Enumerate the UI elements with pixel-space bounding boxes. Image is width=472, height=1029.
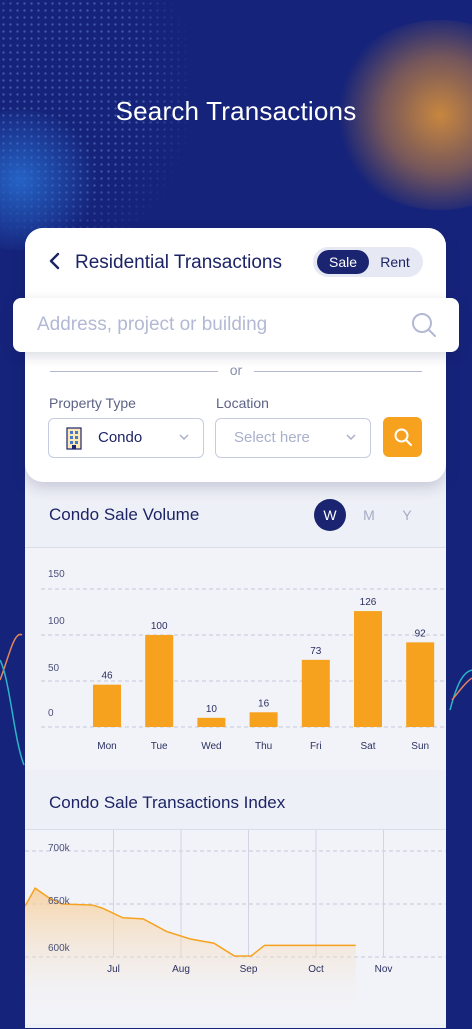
y-tick-label: 0 [48,708,54,719]
card-header: Residential Transactions Sale Rent [25,228,446,298]
bar [249,712,278,727]
location-placeholder: Select here [234,429,310,446]
x-tick-label: Mon [97,741,116,752]
property-type-value: Condo [98,429,143,446]
sale-rent-toggle: Sale Rent [313,247,423,277]
y-tick-label: 650k [48,896,71,907]
volume-bar-chart: 0 50 100 150 46 Mon 100 Tue 10 Wed 16 Thu 73 Fri 126 Sa… [41,569,446,752]
sale-toggle-button[interactable]: Sale [317,250,369,274]
y-tick-label: 100 [48,616,65,627]
property-type-label: Property Type [49,395,136,411]
volume-title: Condo Sale Volume [49,505,200,524]
x-tick-label: Nov [375,964,393,975]
index-area [25,888,356,1024]
header-title: Residential Transactions [75,252,282,273]
search-icon[interactable] [411,312,437,338]
bar-value-label: 16 [258,698,270,709]
x-tick-label: Oct [308,964,324,975]
bar-value-label: 73 [310,646,322,657]
bar [406,642,435,727]
bar-value-label: 100 [151,621,168,632]
period-month-button[interactable]: M [363,507,375,523]
period-week-button[interactable]: W [314,499,346,531]
x-tick-label: Thu [255,741,272,752]
bar-value-label: 10 [206,704,218,715]
index-title: Condo Sale Transactions Index [49,793,286,812]
chevron-left-icon[interactable] [47,250,63,272]
or-line-left [50,371,218,372]
bar-value-label: 46 [101,671,113,682]
volume-divider [25,547,446,548]
index-line [24,887,356,957]
or-label: or [229,362,243,378]
x-tick-label: Tue [151,741,168,752]
or-line-right [254,371,422,372]
y-tick-label: 150 [48,569,65,580]
bar-value-label: 126 [360,597,377,608]
search-placeholder: Address, project or building [37,314,268,335]
bar [301,659,330,727]
location-select[interactable]: Select here [215,418,371,458]
bar [197,717,226,727]
search-input[interactable]: Address, project or building [13,298,459,352]
bar-value-label: 92 [415,628,427,639]
page-headline: Search Transactions [115,96,357,126]
y-tick-label: 50 [48,663,60,674]
property-type-select[interactable]: Condo [48,418,204,458]
index-area-chart: 600k 650k 700k Jul Aug Sep Oct Nov [24,830,446,1024]
volume-chart-area: 0 50 100 150 46 Mon 100 Tue 10 Wed 16 Thu 73 Fri 126 Sa… [25,548,446,770]
or-separator: or [50,362,422,380]
index-divider [25,829,446,830]
x-tick-label: Aug [172,964,190,975]
chevron-down-icon [346,434,356,440]
search-icon [394,428,412,446]
x-tick-label: Jul [107,964,120,975]
period-year-button[interactable]: Y [402,507,412,523]
x-tick-label: Sun [411,741,429,752]
right-decor-lines [449,669,472,711]
y-tick-label: 700k [48,843,71,854]
bar [354,611,382,727]
location-label: Location [216,395,269,411]
index-chart-area: 600k 650k 700k Jul Aug Sep Oct Nov [24,830,446,1024]
search-button[interactable] [383,417,422,457]
x-tick-label: Sep [240,964,258,975]
bar [145,635,174,727]
bar [93,684,121,727]
chevron-down-icon [179,434,189,440]
x-tick-label: Wed [201,741,221,752]
x-tick-label: Sat [360,741,375,752]
building-icon [66,427,82,450]
rent-toggle-button[interactable]: Rent [380,254,410,270]
left-decor-lines [0,633,25,766]
x-tick-label: Fri [310,741,322,752]
y-tick-label: 600k [48,943,71,954]
